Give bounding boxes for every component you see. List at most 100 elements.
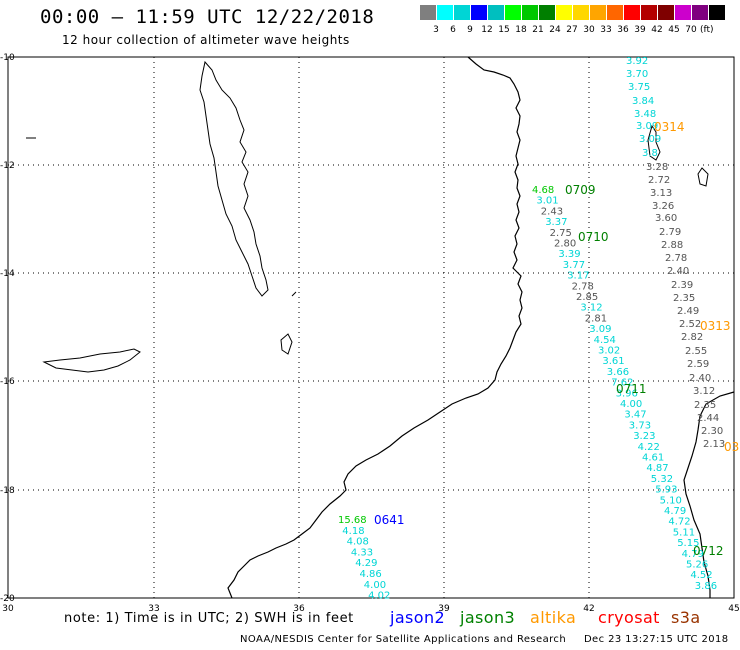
scale-swatch [641,5,657,20]
pass-id-label: 0313 [700,319,731,333]
swh-value: 3.77 [563,260,585,271]
scale-swatch [709,5,725,20]
scale-label: 36 [617,25,629,35]
swh-value: 2.85 [576,292,598,303]
swh-value: 2.40 [689,373,711,384]
scale-label: 45 [668,25,680,35]
lon-label: 45 [728,604,739,614]
pass-id-label: 0314 [654,120,685,134]
swh-value: 3.92 [626,56,648,67]
swh-value: 3.12 [693,386,715,397]
swh-value: 4.18 [342,526,364,537]
footer-credit: NOAA/NESDIS Center for Satellite Applica… [240,634,729,645]
lat-label: -18 [0,486,15,496]
swh-value: 3.84 [632,96,654,107]
scale-swatch [488,5,504,20]
swh-value: 3.12 [580,303,602,314]
swh-value: 2.30 [701,426,723,437]
swh-value: 2.52 [679,319,701,330]
swh-value: 2.55 [685,346,707,357]
swh-value: 4.79 [682,549,704,560]
scale-swatch [539,5,555,20]
swh-value: 2.72 [648,175,670,186]
swh-value: 4.22 [638,442,660,453]
swh-value: 3.26 [652,201,674,212]
swh-value: 4.68 [532,185,554,196]
lon-label: 39 [438,604,450,614]
swh-value: 4.87 [646,463,668,474]
swh-value: 3.8 [642,148,658,159]
lon-label: 36 [293,604,305,614]
swh-value: 5.32 [651,474,673,485]
swh-value: 15.68 [338,515,367,526]
swh-value: 4.00 [620,399,642,410]
swh-value: 2.43 [541,206,563,217]
swh-value: 2.35 [673,293,695,304]
scale-swatch [624,5,640,20]
swh-value: 3.17 [567,271,589,282]
pass-id-label: 03 [724,440,739,454]
swh-value: 5.10 [660,495,682,506]
satellite-legend-jason3: jason3 [460,608,516,627]
swh-value: 3.86 [695,581,717,592]
scale-swatch [454,5,470,20]
lat-label: -20 [0,594,15,604]
pass-id-label: 0709 [565,183,596,197]
scale-swatch [607,5,623,20]
coastline-mainland [227,56,523,599]
scale-label: 39 [634,25,646,35]
swh-value: 2.39 [671,280,693,291]
wave-height-observations: 3.923.703.753.843.483.093.093.83.282.723… [338,56,725,602]
swh-value: 4.33 [351,547,373,558]
swh-value: 3.13 [650,188,672,199]
swh-value: 2.75 [550,228,572,239]
scale-label: 3 [433,25,439,35]
scale-swatch [522,5,538,20]
swh-value: 4.52 [690,570,712,581]
swh-value: 4.54 [594,335,616,346]
scale-swatch [573,5,589,20]
swh-value: 3.48 [634,109,656,120]
swh-value: 2.79 [659,227,681,238]
scale-label: 24 [549,25,561,35]
swh-value: 3.09 [636,121,658,132]
lat-label: -10 [0,53,15,63]
note-text: note: 1) Time is in UTC; 2) SWH is in fe… [64,611,354,626]
map-subtitle: 12 hour collection of altimeter wave hei… [62,33,350,47]
swh-value: 7.62 [611,378,633,389]
pass-id-label: 0641 [374,513,405,527]
swh-value: 2.13 [703,439,725,450]
scale-swatch [692,5,708,20]
scale-label: 18 [515,25,527,35]
swh-value: 3.73 [629,420,651,431]
scale-swatch [590,5,606,20]
scale-label: 12 [481,25,493,35]
pass-id-label: 0712 [693,544,724,558]
lake-malawi [199,60,269,297]
swh-value: 2.80 [554,239,576,250]
swh-value: 2.81 [585,313,607,324]
swh-value: 4.61 [642,453,664,464]
lake-zambia [42,348,141,373]
scale-label: 21 [532,25,544,35]
map-title: 00:00 – 11:59 UTC 12/22/2018 [40,6,375,28]
satellite-legend-cryosat: cryosat [598,608,660,627]
swh-value: 4.08 [347,537,369,548]
swh-value: 2.59 [687,359,709,370]
swh-value: 3.60 [655,213,677,224]
lat-label: -14 [0,269,15,279]
scale-swatch [437,5,453,20]
swh-value: 3.75 [628,82,650,93]
swh-value: 2.78 [572,281,594,292]
swh-value: 4.72 [668,517,690,528]
swh-value: 3.01 [536,196,558,207]
swh-value: 2.40 [667,266,689,277]
lon-label: 42 [583,604,594,614]
swh-value: 4.02 [368,591,390,602]
scale-label: 6 [450,25,456,35]
satellite-legend-s3a: s3a [671,608,701,627]
swh-value: 3.66 [607,367,629,378]
scale-swatch [471,5,487,20]
coastline-madagascar [683,391,735,598]
